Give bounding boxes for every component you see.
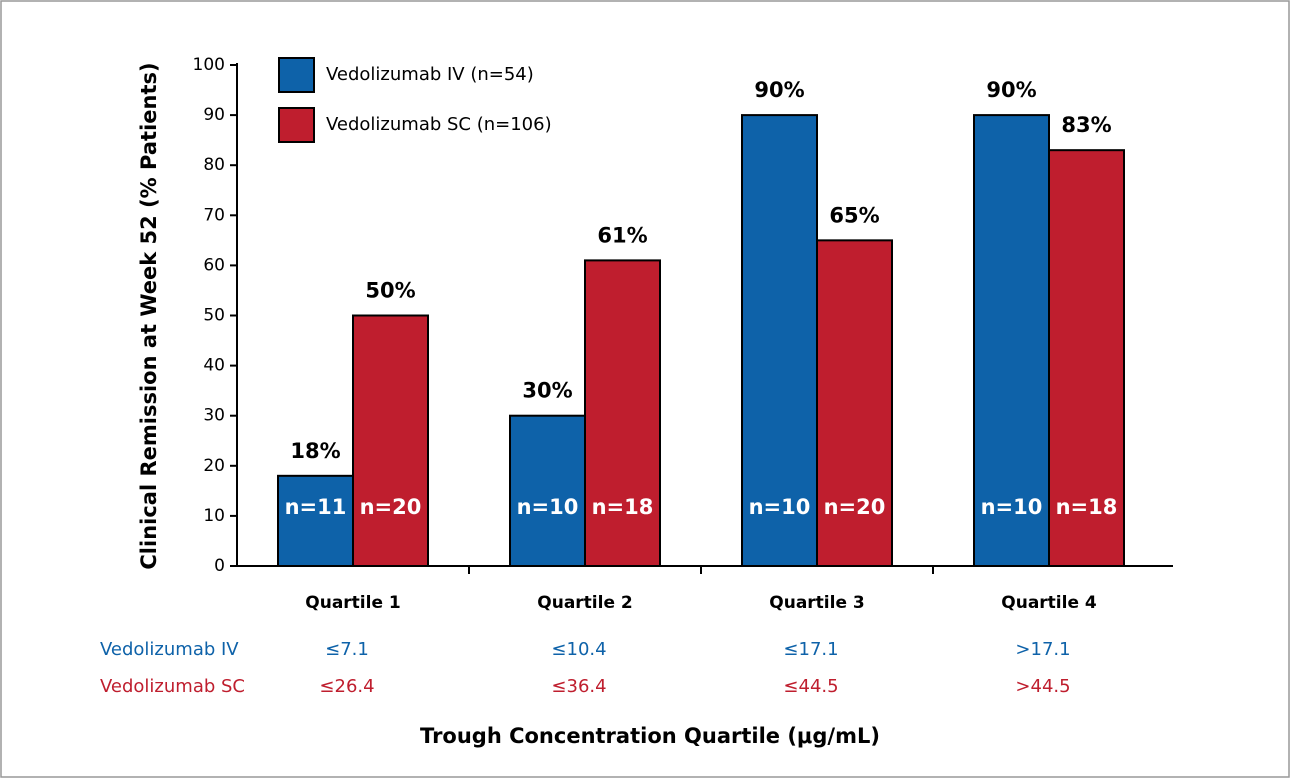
bar [1048,149,1125,567]
y-tick-label: 100 [193,55,225,75]
range-label: ≤36.4 [551,676,606,697]
range-label: ≤44.5 [783,676,838,697]
value-label: 30% [522,379,572,403]
n-label: n=20 [824,495,886,519]
range-label: ≤10.4 [551,639,606,660]
legend-swatch [278,57,315,93]
value-label: 65% [829,203,879,227]
range-row-label: Vedolizumab IV [100,639,239,660]
n-label: n=11 [285,495,347,519]
y-tick-label: 20 [203,456,225,476]
value-label: 50% [365,279,415,303]
n-label: n=18 [592,495,654,519]
y-axis-label: Clinical Remission at Week 52 (% Patient… [137,62,161,569]
x-axis-label: Trough Concentration Quartile (μg/mL) [420,724,880,748]
bar [509,414,586,568]
legend-label: Vedolizumab IV (n=54) [326,64,534,85]
range-label: >44.5 [1015,676,1070,697]
y-tick-label: 0 [214,556,225,576]
bar [352,314,429,567]
x-tick-label: Quartile 4 [1001,593,1097,613]
value-label: 90% [754,78,804,102]
range-label: >17.1 [1015,639,1070,660]
x-tick-label: Quartile 2 [537,593,632,613]
y-tick-label: 50 [203,306,225,326]
x-tick-label: Quartile 3 [769,593,864,613]
y-tick-label: 10 [203,506,225,526]
value-label: 18% [290,439,340,463]
range-row-label: Vedolizumab SC [100,676,245,697]
legend-label: Vedolizumab SC (n=106) [326,114,552,135]
range-label: ≤17.1 [783,639,838,660]
y-tick-label: 90 [203,105,225,125]
value-label: 61% [597,223,647,247]
bar [277,474,354,568]
bar [816,239,893,567]
value-label: 90% [986,78,1036,102]
y-tick-label: 30 [203,406,225,426]
y-tick-label: 40 [203,356,225,376]
y-tick-label: 70 [203,205,225,225]
range-label: ≤26.4 [319,676,374,697]
value-label: 83% [1061,113,1111,137]
x-tick-label: Quartile 1 [305,593,400,613]
n-label: n=18 [1056,495,1118,519]
n-label: n=20 [360,495,422,519]
n-label: n=10 [517,495,579,519]
bar [584,259,661,567]
range-label: ≤7.1 [325,639,369,660]
y-tick-label: 80 [203,155,225,175]
y-tick-label: 60 [203,255,225,275]
n-label: n=10 [981,495,1043,519]
n-label: n=10 [749,495,811,519]
legend-swatch [278,107,315,143]
